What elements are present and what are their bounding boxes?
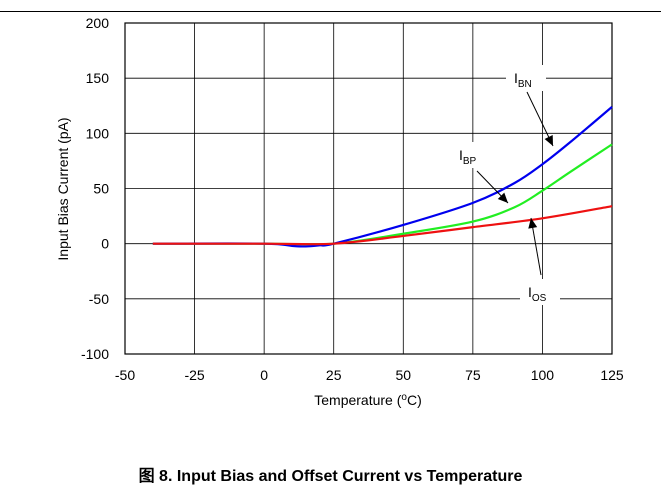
x-tick-labels: -50 -25 0 25 50 75 100 125: [115, 367, 624, 383]
label-ibn: IBN: [514, 70, 532, 90]
x-tick-label: 100: [531, 367, 555, 383]
y-tick-labels: -100 -50 0 50 100 150 200: [81, 15, 109, 362]
y-tick-label: 0: [101, 236, 109, 252]
x-tick-label: 75: [465, 367, 481, 383]
figure-title: Input Bias and Offset Current vs Tempera…: [176, 468, 523, 485]
bias-current-chart: -50 -25 0 25 50 75 100 125 -100-50050100150200 …: [55, 15, 624, 408]
y-tick-label: 100: [86, 125, 110, 141]
label-background: [451, 142, 491, 168]
series-line-i-bp: [152, 143, 613, 246]
top-rule: [0, 11, 661, 12]
x-tick-label: -25: [184, 367, 204, 383]
arrow-ibn-head: [544, 135, 553, 146]
figure-caption: 图 8. Input Bias and Offset Current vs Te…: [0, 462, 661, 486]
label-background: [506, 65, 546, 91]
y-axis-label: Input Bias Current (pA): [55, 117, 71, 260]
series-line-i-bn: [152, 106, 613, 248]
series-line-i-os: [152, 205, 613, 246]
x-axis-label-sup: o: [401, 392, 407, 403]
y-tick-label: 200: [86, 15, 110, 31]
x-tick-label: -50: [115, 367, 135, 383]
x-tick-label: 0: [260, 367, 268, 383]
label-background: [520, 279, 560, 305]
y-tick-label: -50: [89, 291, 109, 307]
y-tick-label: -100: [81, 346, 109, 362]
label-backgrounds: [451, 65, 560, 305]
plot-frame: [124, 22, 613, 355]
x-tick-label: 125: [600, 367, 624, 383]
annotation-arrows: [476, 91, 554, 276]
label-ios: IOS: [528, 284, 547, 304]
label-ibp: IBP: [459, 147, 477, 167]
x-tick-label: 50: [395, 367, 411, 383]
series-lines: [152, 106, 613, 248]
x-tick-label: 25: [326, 367, 342, 383]
x-axis-label: Temperature (oC): [314, 392, 422, 408]
figure-label: 图 8.: [138, 468, 173, 485]
y-tick-label: 150: [86, 70, 110, 86]
y-tick-label: 50: [93, 181, 109, 197]
arrow-ibp-head: [497, 192, 508, 203]
arrow-ios-head: [528, 218, 538, 229]
